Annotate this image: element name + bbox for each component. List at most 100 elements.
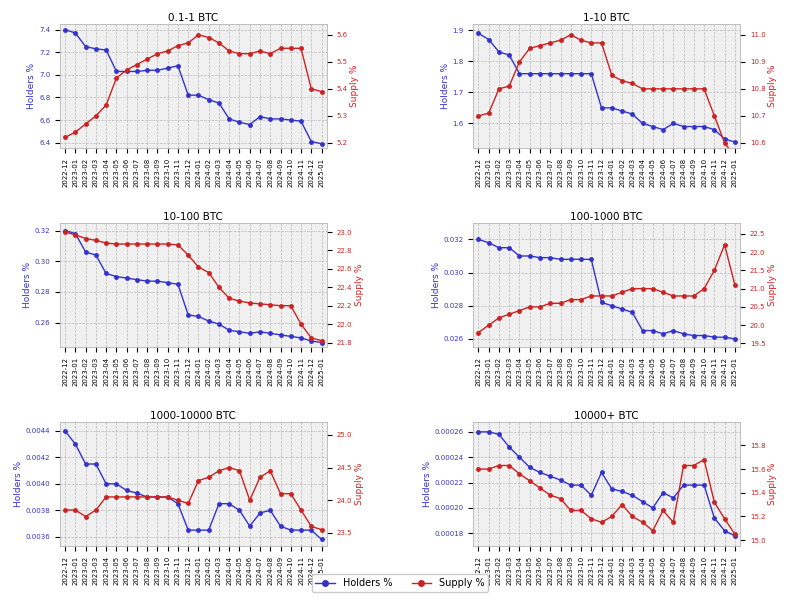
Supply % <box>122 241 131 248</box>
Supply % <box>556 37 566 44</box>
Holders % <box>102 270 111 277</box>
Supply % <box>183 40 193 47</box>
Holders % <box>266 507 275 514</box>
Supply % <box>720 241 730 248</box>
Supply % <box>306 334 316 341</box>
Holders % <box>514 253 524 260</box>
Supply % <box>234 50 244 58</box>
Supply % <box>607 292 617 299</box>
Legend: Holders %, Supply %: Holders %, Supply % <box>312 574 488 592</box>
Line: Holders %: Holders % <box>63 429 323 541</box>
Holders % <box>306 337 316 344</box>
Holders % <box>60 227 70 234</box>
Holders % <box>194 92 203 99</box>
Supply % <box>132 61 142 68</box>
Supply % <box>266 50 275 58</box>
Supply % <box>669 85 678 92</box>
Supply % <box>576 37 586 44</box>
Line: Supply %: Supply % <box>477 33 737 158</box>
Supply % <box>266 301 275 308</box>
Supply % <box>142 493 152 500</box>
Supply % <box>204 34 214 41</box>
Holders % <box>689 123 698 130</box>
Holders % <box>730 335 740 343</box>
Holders % <box>618 305 627 313</box>
Supply % <box>618 289 627 296</box>
Supply % <box>234 467 244 475</box>
Holders % <box>276 523 286 530</box>
Holders % <box>60 26 70 33</box>
Supply % <box>286 45 295 52</box>
Supply % <box>710 499 719 506</box>
Holders % <box>525 464 534 471</box>
Supply % <box>484 110 494 117</box>
Holders % <box>122 274 131 281</box>
Supply % <box>173 241 182 248</box>
Holders % <box>638 498 647 505</box>
Holders % <box>638 327 647 334</box>
Holders % <box>153 278 162 285</box>
Supply % <box>546 491 555 499</box>
Supply % <box>91 112 101 119</box>
Supply % <box>153 50 162 58</box>
Holders % <box>494 244 504 251</box>
Holders % <box>730 139 740 146</box>
Holders % <box>81 248 90 256</box>
Holders % <box>286 527 295 534</box>
Holders % <box>163 279 173 286</box>
Holders % <box>183 311 193 319</box>
Line: Holders %: Holders % <box>63 229 323 344</box>
Holders % <box>607 104 617 112</box>
Supply % <box>91 237 101 244</box>
Supply % <box>296 320 306 328</box>
Supply % <box>699 85 709 92</box>
Holders % <box>648 327 658 334</box>
Supply % <box>173 42 182 49</box>
Supply % <box>494 462 504 469</box>
Supply % <box>163 493 173 500</box>
Holders % <box>474 236 483 243</box>
Supply % <box>699 285 709 292</box>
Holders % <box>102 480 111 487</box>
Holders % <box>306 527 316 534</box>
Holders % <box>494 49 504 56</box>
Holders % <box>234 507 244 514</box>
Supply % <box>505 462 514 469</box>
Y-axis label: Holders %: Holders % <box>441 63 450 109</box>
Holders % <box>618 107 627 115</box>
Holders % <box>546 70 555 77</box>
Supply % <box>669 292 678 299</box>
Line: Supply %: Supply % <box>477 458 737 536</box>
Holders % <box>132 276 142 283</box>
Supply % <box>142 241 152 248</box>
Holders % <box>576 256 586 263</box>
Holders % <box>204 96 214 103</box>
Holders % <box>556 476 566 484</box>
Holders % <box>566 70 575 77</box>
Holders % <box>689 332 698 339</box>
Line: Supply %: Supply % <box>477 243 737 334</box>
Holders % <box>183 527 193 534</box>
Holders % <box>102 46 111 53</box>
Holders % <box>91 251 101 259</box>
Supply % <box>658 85 668 92</box>
Supply % <box>255 474 265 481</box>
Holders % <box>142 67 152 74</box>
Supply % <box>204 474 214 481</box>
Holders % <box>505 443 514 451</box>
Holders % <box>225 500 234 507</box>
Supply % <box>245 299 254 307</box>
Supply % <box>678 85 688 92</box>
Supply % <box>132 241 142 248</box>
Supply % <box>576 296 586 303</box>
Y-axis label: Holders %: Holders % <box>22 262 32 308</box>
Supply % <box>153 493 162 500</box>
Line: Supply %: Supply % <box>63 33 323 139</box>
Supply % <box>81 121 90 128</box>
Supply % <box>102 493 111 500</box>
Supply % <box>286 490 295 497</box>
Holders % <box>658 489 668 496</box>
Holders % <box>474 30 483 37</box>
Holders % <box>255 509 265 517</box>
Supply % <box>102 239 111 247</box>
